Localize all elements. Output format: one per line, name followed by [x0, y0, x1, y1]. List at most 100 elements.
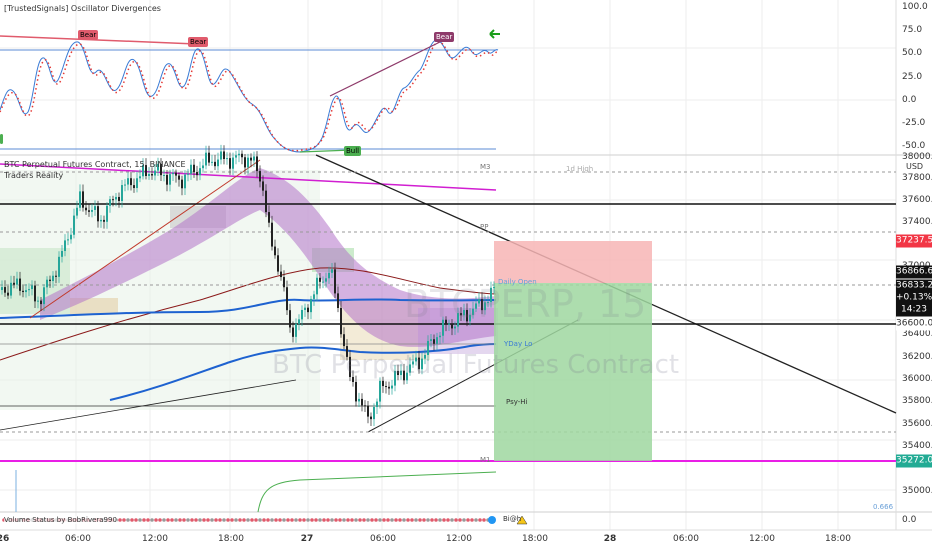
candle-body: [55, 275, 57, 277]
volume-axis-value: 0.0: [902, 515, 917, 525]
ema-cloud-band: [40, 168, 496, 347]
candle-body: [409, 364, 411, 373]
candle-body: [145, 165, 147, 176]
volume-dot: [274, 518, 278, 522]
position-profit-zone[interactable]: [494, 283, 652, 461]
candle-body: [493, 287, 495, 289]
bull-signal-badge-small: [0, 134, 3, 144]
candle-body: [400, 370, 402, 375]
candle-body: [214, 161, 216, 167]
price-level: 35600.0: [902, 419, 932, 429]
volume-dot: [194, 518, 198, 522]
candle-body: [262, 181, 264, 191]
osc-level-50: 50.0: [902, 48, 923, 58]
candle-body: [319, 277, 321, 282]
candle-body: [1, 287, 3, 290]
volume-dot: [154, 518, 158, 522]
candle-body: [25, 290, 27, 293]
bear-signal-badge: Bear: [434, 32, 455, 42]
volume-dot: [130, 518, 134, 522]
candle-body: [52, 275, 54, 282]
symbol-title[interactable]: BTC Perpetual Futures Contract, 15, BINA…: [4, 160, 186, 169]
green-arrow-icon: [489, 29, 500, 39]
candle-body: [205, 152, 207, 166]
candle-body: [148, 173, 150, 176]
candle-body: [283, 277, 285, 288]
time-tick: 06:00: [65, 534, 91, 544]
candle-body: [229, 158, 231, 169]
candle-body: [358, 398, 360, 402]
candle-body: [166, 174, 168, 185]
level-m3-label: M3: [480, 163, 491, 171]
price-change-tag: +0.13%: [896, 291, 932, 305]
volume-dot: [146, 518, 150, 522]
candle-body: [61, 251, 63, 257]
price-level: 36200.0: [902, 352, 932, 362]
last-price-tag: 36866.6: [896, 265, 932, 279]
volume-dot: [326, 518, 330, 522]
volume-dot: [238, 518, 242, 522]
position-target-zone[interactable]: [494, 241, 652, 283]
volume-dot: [250, 518, 254, 522]
candle-body: [217, 159, 219, 167]
volume-dot: [286, 518, 290, 522]
candle-body: [379, 380, 381, 402]
time-tick: 26: [0, 534, 10, 544]
candle-body: [160, 163, 162, 176]
candle-body: [418, 357, 420, 370]
volume-dot: [470, 518, 474, 522]
candle-body: [220, 151, 222, 160]
stop-price-tag: 35272.0: [896, 454, 932, 468]
price-level: 37800.0: [902, 173, 932, 183]
volume-dot: [346, 518, 350, 522]
candle-body: [136, 178, 138, 189]
candle-body: [79, 191, 81, 208]
indicator-name[interactable]: Traders Reality: [4, 171, 64, 180]
candle-body: [124, 184, 126, 186]
candle-body: [364, 405, 366, 407]
volume-dot: [426, 518, 430, 522]
volume-dot: [374, 518, 378, 522]
volume-dot: [370, 518, 374, 522]
candle-body: [64, 240, 66, 252]
volume-dot: [438, 518, 442, 522]
price-level: 37400.0: [902, 217, 932, 227]
candle-body: [355, 381, 357, 402]
candle-body: [70, 234, 72, 240]
volume-dot: [298, 518, 302, 522]
time-tick: 06:00: [673, 534, 699, 544]
candle-body: [307, 307, 309, 313]
osc-level-neg50: -50.0: [902, 141, 926, 151]
candle-body: [199, 168, 201, 176]
candle-body: [436, 337, 438, 344]
level-pp-label: PP: [480, 223, 489, 231]
time-tick: 12:00: [446, 534, 472, 544]
candle-body: [175, 172, 177, 176]
candle-body: [448, 323, 450, 325]
volume-pane-title[interactable]: Volume Status by BobRivera990: [4, 516, 117, 524]
volume-dot: [242, 518, 246, 522]
volume-dot: [390, 518, 394, 522]
candle-body: [469, 314, 471, 322]
candle-body: [403, 370, 405, 381]
volume-dot: [166, 518, 170, 522]
candle-body: [40, 300, 42, 305]
candle-body: [376, 401, 378, 407]
time-tick: 06:00: [370, 534, 396, 544]
price-level: 35800.0: [902, 396, 932, 406]
time-tick: 27: [300, 534, 314, 544]
volume-dot: [302, 518, 306, 522]
level-36400-tag: 36600.0: [896, 317, 932, 331]
volume-dot: [258, 518, 262, 522]
candle-body: [85, 207, 87, 211]
volume-dot: [422, 518, 426, 522]
volume-dot: [266, 518, 270, 522]
candle-body: [121, 185, 123, 202]
bear-signal-badge: Bear: [188, 37, 209, 47]
volume-dot: [450, 518, 454, 522]
candle-body: [91, 209, 93, 212]
volume-dot: [234, 518, 238, 522]
volume-dot: [306, 518, 310, 522]
oscillator-signal-dots: [0, 41, 499, 152]
